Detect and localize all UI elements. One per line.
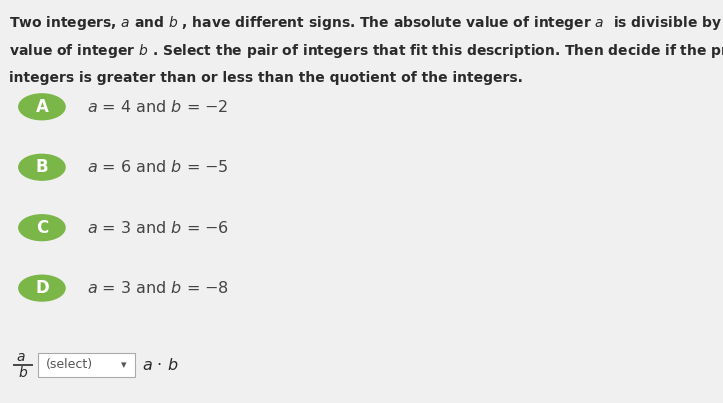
FancyBboxPatch shape (38, 353, 135, 376)
Text: C: C (36, 219, 48, 237)
Text: Two integers, $\it{a}$ and $\it{b}$ , have different signs. The absolute value o: Two integers, $\it{a}$ and $\it{b}$ , ha… (9, 14, 723, 32)
Text: $\it{a}$ · $\it{b}$: $\it{a}$ · $\it{b}$ (142, 357, 179, 373)
Text: $\it{b}$: $\it{b}$ (18, 365, 28, 380)
Text: $\it{a}$: $\it{a}$ (16, 351, 25, 364)
Circle shape (19, 275, 65, 301)
Text: A: A (35, 98, 48, 116)
Circle shape (19, 154, 65, 180)
Text: D: D (35, 279, 49, 297)
Text: (select): (select) (46, 358, 93, 371)
Text: $\it{a}$ = 4 and $\it{b}$ = −2: $\it{a}$ = 4 and $\it{b}$ = −2 (87, 99, 228, 115)
Text: integers is greater than or less than the quotient of the integers.: integers is greater than or less than th… (9, 71, 523, 85)
Text: B: B (35, 158, 48, 176)
Text: $\it{a}$ = 3 and $\it{b}$ = −8: $\it{a}$ = 3 and $\it{b}$ = −8 (87, 280, 229, 296)
Text: value of integer $\it{b}$ . Select the pair of integers that fit this descriptio: value of integer $\it{b}$ . Select the p… (9, 42, 723, 60)
Text: $\it{a}$ = 6 and $\it{b}$ = −5: $\it{a}$ = 6 and $\it{b}$ = −5 (87, 159, 228, 175)
Text: $\it{a}$ = 3 and $\it{b}$ = −6: $\it{a}$ = 3 and $\it{b}$ = −6 (87, 220, 229, 236)
Circle shape (19, 215, 65, 241)
Circle shape (19, 94, 65, 120)
Text: ▾: ▾ (121, 360, 127, 370)
